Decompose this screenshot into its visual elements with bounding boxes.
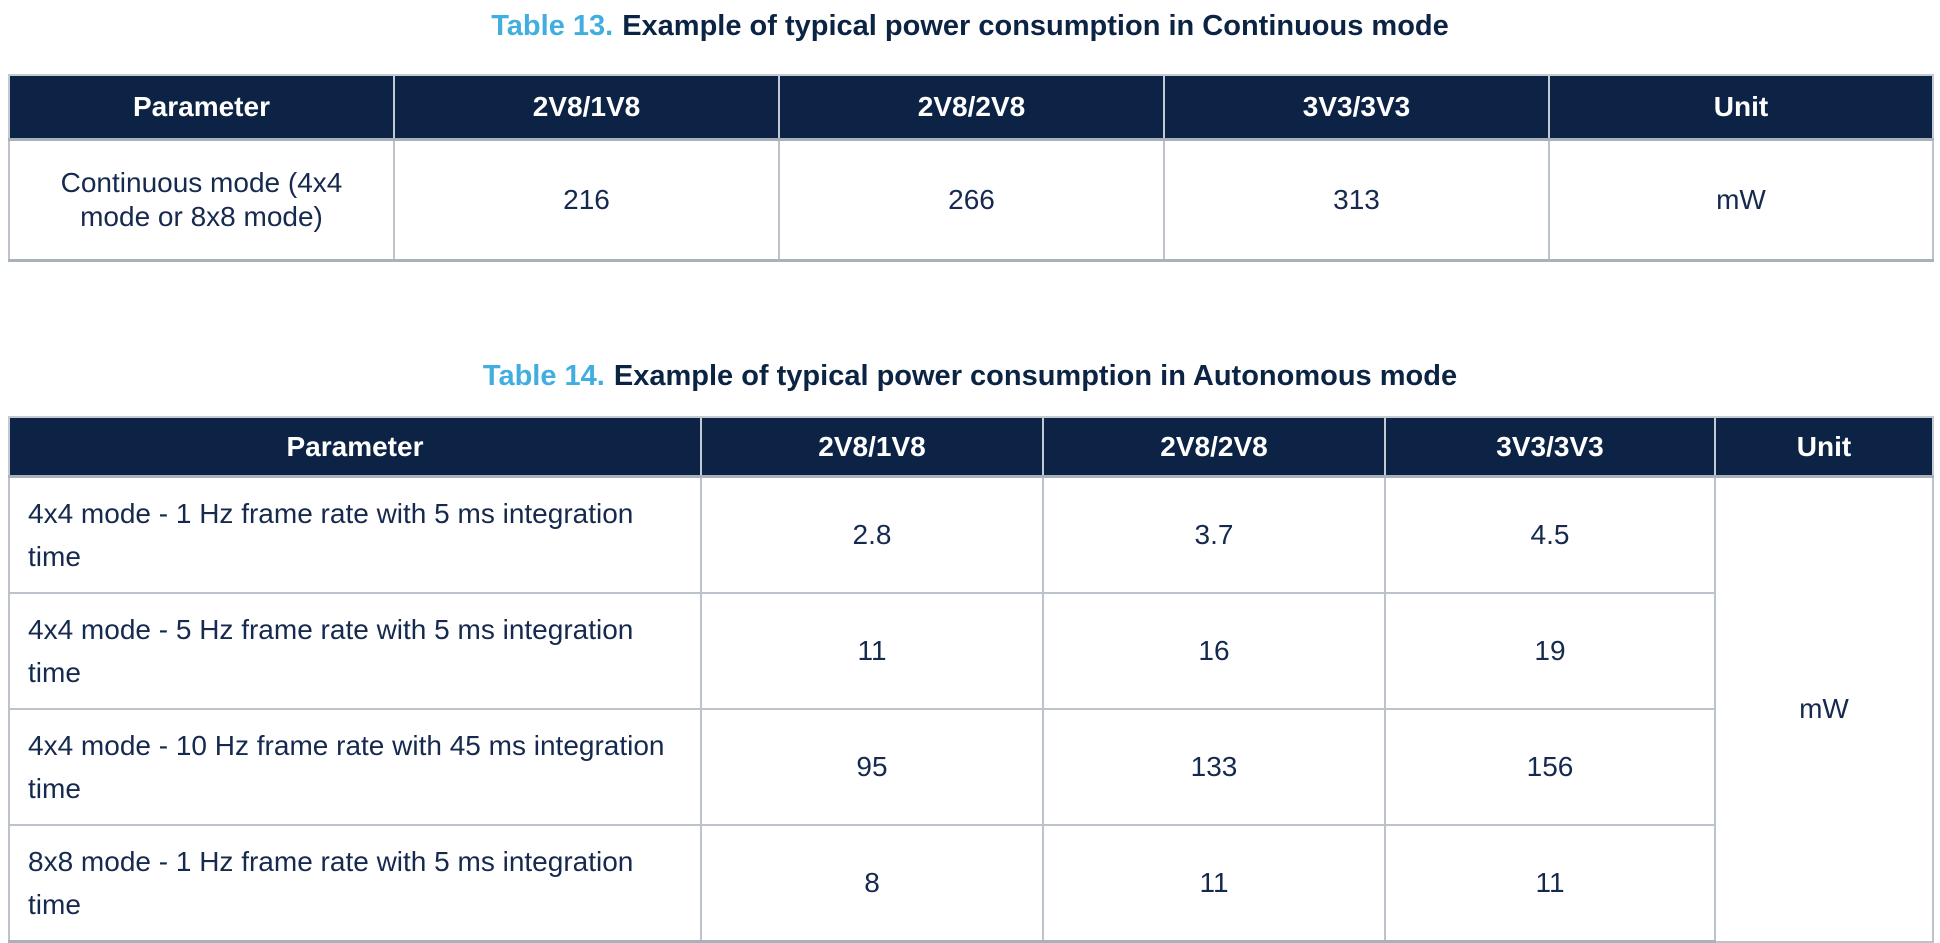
table-13-row-continuous-mode: Continuous mode (4x4 mode or 8x8 mode) 2… [8, 138, 1934, 262]
table-14-cell-3v3-3v3: 156 [1384, 708, 1716, 826]
table-14-title: Table 14. Example of typical power consum… [0, 262, 1940, 393]
table-14-cell-parameter: 4x4 mode - 1 Hz frame rate with 5 ms int… [8, 475, 702, 594]
table-14-cell-parameter: 8x8 mode - 1 Hz frame rate with 5 ms int… [8, 824, 702, 943]
table-13-cell-parameter: Continuous mode (4x4 mode or 8x8 mode) [8, 138, 395, 262]
table-14-col-parameter: Parameter [8, 416, 702, 478]
table-13-col-unit: Unit [1548, 74, 1934, 141]
table-14-col-unit: Unit [1714, 416, 1934, 478]
table-14-cell-2v8-1v8: 11 [700, 592, 1044, 710]
table-14-row-8x8-1hz: 8x8 mode - 1 Hz frame rate with 5 ms int… [8, 824, 1933, 943]
table-14-cell-2v8-2v8: 3.7 [1042, 475, 1386, 594]
table-14-cell-2v8-2v8: 11 [1042, 824, 1386, 943]
table-14-cell-2v8-1v8: 95 [700, 708, 1044, 826]
table-14-label: Table 14. [482, 360, 605, 392]
table-14-caption: Example of typical power consumption in … [613, 360, 1458, 392]
table-14-row-4x4-5hz: 4x4 mode - 5 Hz frame rate with 5 ms int… [8, 592, 1933, 710]
table-14-cell-2v8-1v8: 2.8 [700, 475, 1044, 594]
table-14: Parameter 2V8/1V8 2V8/2V8 3V3/3V3 Unit 4… [8, 416, 1934, 943]
table-14-col-3v3-3v3: 3V3/3V3 [1384, 416, 1716, 478]
table-14-cell-parameter: 4x4 mode - 5 Hz frame rate with 5 ms int… [8, 592, 702, 710]
table-14-row-4x4-10hz: 4x4 mode - 10 Hz frame rate with 45 ms i… [8, 708, 1933, 826]
table-14-cell-parameter: 4x4 mode - 10 Hz frame rate with 45 ms i… [8, 708, 702, 826]
table-14-cell-unit: mW [1714, 475, 1934, 943]
table-14-cell-3v3-3v3: 11 [1384, 824, 1716, 943]
table-14-cell-2v8-1v8: 8 [700, 824, 1044, 943]
table-13-title: Table 13. Example of typical power consum… [0, 0, 1940, 43]
table-14-cell-3v3-3v3: 4.5 [1384, 475, 1716, 594]
table-13-col-parameter: Parameter [8, 74, 395, 141]
table-13-header-row: Parameter 2V8/1V8 2V8/2V8 3V3/3V3 Unit [8, 74, 1934, 141]
table-14-row-4x4-1hz: 4x4 mode - 1 Hz frame rate with 5 ms int… [8, 475, 1934, 943]
table-14-col-2v8-1v8: 2V8/1V8 [700, 416, 1044, 478]
table-14-col-2v8-2v8: 2V8/2V8 [1042, 416, 1386, 478]
table-13-label: Table 13. [491, 10, 614, 42]
table-14-header-row: Parameter 2V8/1V8 2V8/2V8 3V3/3V3 Unit [8, 416, 1934, 478]
table-13-cell-2v8-1v8: 216 [393, 138, 780, 262]
table-14-cell-2v8-2v8: 16 [1042, 592, 1386, 710]
table-14-cell-2v8-2v8: 133 [1042, 708, 1386, 826]
table-13-col-2v8-2v8: 2V8/2V8 [778, 74, 1165, 141]
table-13-col-3v3-3v3: 3V3/3V3 [1163, 74, 1550, 141]
table-13-cell-3v3-3v3: 313 [1163, 138, 1550, 262]
table-13-cell-2v8-2v8: 266 [778, 138, 1165, 262]
table-14-cell-3v3-3v3: 19 [1384, 592, 1716, 710]
table-13-caption: Example of typical power consumption in … [622, 10, 1449, 42]
table-13: Parameter 2V8/1V8 2V8/2V8 3V3/3V3 Unit C… [8, 74, 1934, 262]
table-13-col-2v8-1v8: 2V8/1V8 [393, 74, 780, 141]
table-13-cell-unit: mW [1548, 138, 1934, 262]
